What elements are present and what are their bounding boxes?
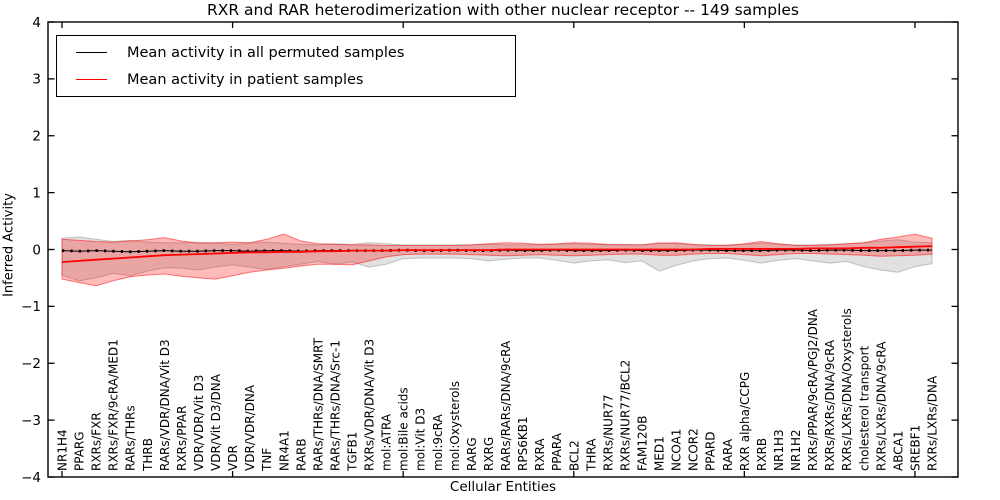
x-tick-label: RXRs/VDR/DNA/Vit D3 — [363, 339, 377, 471]
legend-item-permuted: Mean activity in all permuted samples — [76, 45, 515, 61]
x-tick-label: RPS6KB1 — [516, 416, 530, 471]
x-tick-label: RARs/THRs/DNA/Src-1 — [328, 340, 342, 471]
y-tick-label: −2 — [21, 356, 41, 372]
x-tick-label: RARs/RARs/DNA/9cRA — [499, 340, 513, 471]
x-tick-label: NR1H2 — [789, 429, 803, 471]
x-tick-label: TGFB1 — [346, 432, 360, 472]
x-tick-label: TNF — [260, 448, 274, 472]
x-tick-label: PPARA — [550, 432, 564, 471]
x-tick-label: SREBF1 — [908, 425, 922, 471]
x-tick-label: NCOA1 — [670, 429, 684, 471]
x-tick-label: RXRs/NUR77/BCL2 — [618, 360, 632, 471]
x-tick-label: NR4A1 — [277, 430, 291, 471]
x-tick-label: RARs/THRs/DNA/SMRT — [311, 337, 325, 471]
x-tick-label: RXRA — [533, 438, 547, 471]
x-tick-label: RXRs/PPAR — [175, 406, 189, 471]
y-axis-label: Inferred Activity — [1, 193, 17, 297]
x-tick-label: PPARD — [704, 432, 718, 472]
legend-item-patient: Mean activity in patient samples — [76, 72, 515, 88]
y-tick-label: 0 — [32, 242, 41, 258]
y-tick-label: 4 — [32, 15, 41, 31]
x-tick-label: NR1H4 — [56, 429, 70, 471]
x-tick-label: RARA — [721, 438, 735, 471]
x-tick-label: RXRB — [755, 438, 769, 471]
x-tick-label: THRB — [141, 438, 155, 472]
x-tick-label: ABCA1 — [891, 431, 905, 471]
y-tick-label: −4 — [21, 470, 41, 486]
legend-label-patient: Mean activity in patient samples — [127, 71, 364, 88]
x-tick-label: FAM120B — [636, 416, 650, 472]
x-tick-label: RXRs/LXRs/DNA — [926, 375, 940, 471]
y-tick-label: 2 — [32, 129, 41, 145]
y-tick-label: 3 — [32, 72, 41, 88]
x-tick-label: RARs/THRs — [124, 405, 138, 471]
band-permuted — [61, 236, 933, 282]
x-tick-label: VDR/Vit D3/DNA — [209, 373, 223, 471]
x-tick-label: RXRs/FXR — [90, 412, 104, 471]
x-tick-label: mol:Bile acids — [397, 387, 411, 471]
x-tick-label: MED1 — [653, 436, 667, 471]
x-tick-label: RARs/VDR/DNA/Vit D3 — [158, 339, 172, 471]
x-tick-label: RARB — [294, 438, 308, 471]
band-patient — [61, 233, 933, 287]
x-tick-label: mol:ATRA — [380, 413, 394, 471]
legend-label-permuted: Mean activity in all permuted samples — [127, 44, 405, 61]
x-tick-label: mol:Oxysterols — [448, 381, 462, 471]
chart-title: RXR and RAR heterodimerization with othe… — [206, 1, 800, 19]
x-tick-label: VDR/VDR/Vit D3 — [192, 375, 206, 471]
x-tick-label: cholesterol transport — [857, 345, 871, 471]
x-tick-label: PPARG — [73, 431, 87, 471]
y-tick-label: −3 — [21, 413, 41, 429]
x-tick-label: RXRs/LXRs/DNA/Oxysterols — [840, 308, 854, 471]
x-tick-label: NR1H3 — [772, 429, 786, 471]
x-tick-label: mol:Vit D3 — [414, 408, 428, 471]
x-tick-label: RXRs/NUR77 — [601, 394, 615, 471]
x-axis-label: Cellular Entities — [449, 479, 557, 495]
x-tick-label: VDR/VDR/DNA — [243, 384, 257, 471]
x-tick-label: RXR alpha/CCPG — [738, 372, 752, 471]
x-tick-label: RXRs/FXR/9cRA/MED1 — [107, 339, 121, 471]
y-tick-label: −1 — [21, 299, 41, 315]
x-tick-label: RXRG — [482, 437, 496, 471]
x-tick-label: mol:9cRA — [431, 414, 445, 471]
x-tick-label: RXRs/LXRs/DNA/9cRA — [874, 341, 888, 471]
x-tick-label: THRA — [584, 438, 598, 472]
legend-line-red — [76, 79, 107, 80]
line-patient-mean — [61, 245, 933, 263]
x-tick-label: RARG — [465, 437, 479, 471]
legend: Mean activity in all permuted samples Me… — [56, 35, 516, 97]
x-tick-label: NCOR2 — [687, 428, 701, 471]
x-tick-label: RXRs/PPAR/9cRA/PGJ2/DNA — [806, 308, 820, 471]
legend-line-black — [76, 52, 107, 53]
x-tick-label: BCL2 — [567, 440, 581, 471]
x-tick-label: VDR — [226, 445, 240, 471]
y-tick-label: 1 — [32, 185, 41, 201]
x-tick-label: RXRs/RXRs/DNA/9cRA — [823, 339, 837, 471]
